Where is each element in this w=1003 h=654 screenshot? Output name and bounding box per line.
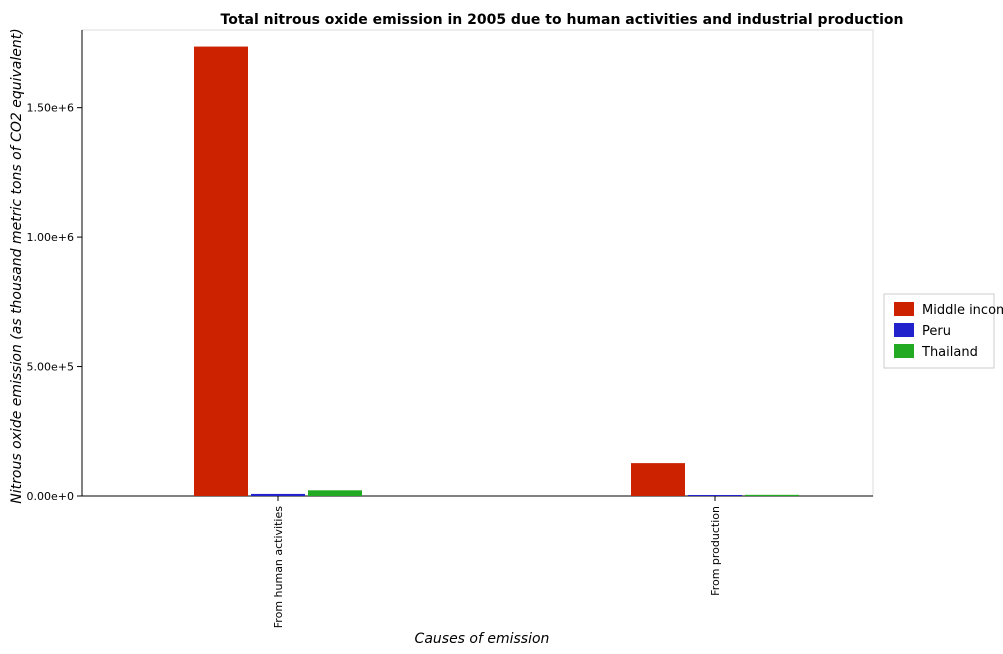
legend-swatch	[894, 344, 914, 358]
x-tick-label: From human activities	[272, 506, 285, 628]
y-tick-label: 5.00e+5	[27, 361, 74, 374]
bar-middle-income	[631, 463, 685, 496]
y-tick-label: 1.00e+6	[27, 231, 74, 244]
legend-swatch	[894, 323, 914, 337]
x-axis-label: Causes of emission	[415, 631, 550, 647]
bar-thailand	[745, 494, 799, 496]
plot-area: 0.00e+0 5.00e+5 1.00e+6 1.50e+6 From human a…	[27, 29, 874, 628]
legend-swatch	[894, 302, 914, 316]
legend-label: Thailand	[921, 345, 978, 360]
legend-label: Middle income	[922, 303, 1003, 318]
legend: Middle income Peru Thailand	[883, 293, 1003, 369]
bar-thailand	[308, 490, 362, 496]
x-tick-label: From production	[709, 506, 722, 596]
y-tick-label: 0.00e+0	[27, 490, 74, 503]
y-tick-label: 1.50e+6	[27, 102, 74, 115]
bar-middle-income	[194, 46, 248, 497]
bar-peru	[688, 495, 742, 496]
chart-title: Total nitrous oxide emission in 2005 due…	[221, 12, 904, 28]
bar-peru	[251, 493, 305, 496]
y-axis-label: Nitrous oxide emission (as thousand metr…	[9, 28, 25, 503]
legend-label: Peru	[922, 324, 951, 339]
